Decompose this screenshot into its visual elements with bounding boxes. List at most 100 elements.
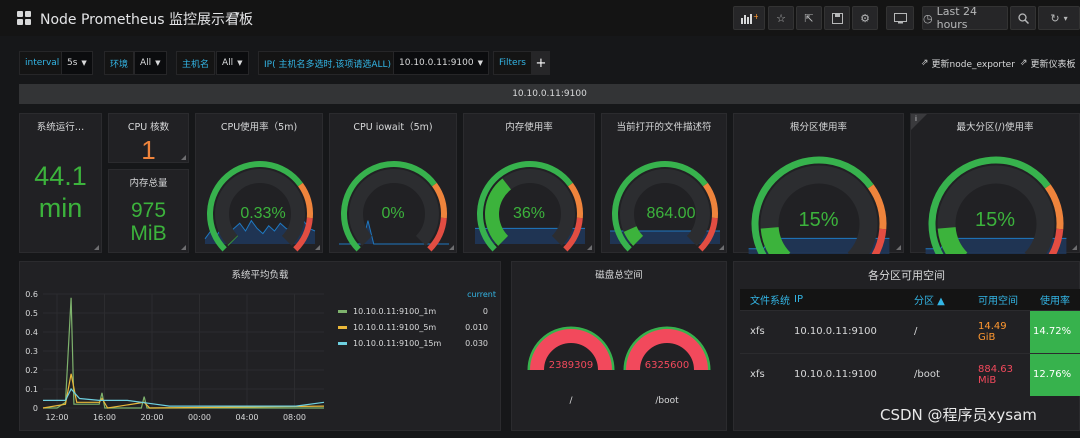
legend-item[interactable]: 10.10.0.11:9100_15m 0.030: [338, 335, 488, 351]
host-label: 主机名: [176, 51, 216, 75]
env-select[interactable]: All ▼: [134, 51, 167, 75]
update-exporter-link[interactable]: ⇗ 更新node_exporter: [921, 58, 1015, 70]
col-header-partition[interactable]: 分区 ▲: [904, 289, 968, 310]
interval-select[interactable]: 5s ▼: [61, 51, 93, 75]
top-navbar: Node Prometheus 监控展示看板 ▾ + ☆ ⇱ ⚙ ◷ Last 2…: [0, 0, 1080, 36]
gauge-value: 15%: [974, 209, 1016, 231]
gauge-value: 0%: [381, 205, 405, 222]
gauge-track: [215, 169, 305, 246]
disk-left-value: 2389309: [548, 360, 594, 371]
series-line-3: [43, 387, 325, 407]
update-dashboard-link[interactable]: ⇗ 更新仪表板: [1020, 58, 1076, 70]
gauge-threshold-red: [698, 217, 718, 252]
zoom-out-button[interactable]: [1010, 6, 1036, 30]
search-minus-icon: [1017, 12, 1029, 24]
gauge-value-arc: [937, 226, 968, 254]
y-tick-label: 0.6: [25, 290, 38, 299]
panel-title: 各分区可用空间: [868, 269, 945, 282]
cpu-iowait-panel: CPU iowait（5m) 0%: [329, 113, 457, 253]
star-icon: ☆: [776, 11, 786, 25]
partition-table: 文件系统 IP 分区 ▲ 可用空间 使用率 xfs 10.10.0.11:910…: [740, 289, 1080, 396]
fd-open-panel: 当前打开的文件描述符 864.00: [601, 113, 727, 253]
uptime-unit: min: [38, 193, 83, 223]
y-tick-label: 0.5: [25, 309, 38, 318]
refresh-icon: ↻: [1050, 11, 1060, 25]
ip-select[interactable]: 10.10.0.11:9100 ▼: [393, 51, 489, 75]
legend-name: 10.10.0.11:9100_1m: [353, 306, 437, 316]
legend-current-value: 0.030: [465, 338, 488, 348]
mem-total-value: 975: [130, 199, 167, 222]
cell-partition: /: [904, 309, 968, 353]
col-header-fs[interactable]: 文件系统: [740, 289, 792, 310]
gauge-threshold-orange: [431, 182, 447, 219]
info-icon[interactable]: i: [915, 115, 917, 123]
time-range-label: Last 24 hours: [936, 5, 978, 31]
disk-gauge-right: [626, 329, 708, 371]
col-header-ip[interactable]: IP: [792, 289, 904, 310]
add-filter-button[interactable]: +: [532, 51, 550, 75]
x-tick-label: 16:00: [93, 413, 116, 422]
watermark-text: CSDN @程序员xysam: [880, 406, 1037, 424]
cpu-usage-panel: CPU使用率（5m) 0.33%: [195, 113, 323, 253]
cell-usage: 12.76%: [1030, 352, 1080, 396]
monitor-icon: [893, 12, 907, 23]
filters-label: Filters: [493, 51, 532, 75]
x-tick-label: 08:00: [283, 413, 306, 422]
gauge-value: 15%: [798, 209, 839, 231]
share-button[interactable]: ⇱: [796, 6, 822, 30]
panel-title: CPU使用率（5m): [220, 122, 298, 133]
share-icon: ⇱: [804, 11, 814, 25]
add-panel-button[interactable]: +: [733, 6, 765, 30]
gauge-threshold-green: [751, 156, 874, 254]
legend-item[interactable]: 10.10.0.11:9100_5m 0.010: [338, 319, 488, 335]
gauge-value: 864.00: [646, 205, 696, 222]
svg-text:+: +: [753, 12, 758, 21]
cpu-usage-gauge: [204, 161, 316, 252]
gauge-threshold-red: [563, 217, 583, 252]
gauge-threshold-green: [341, 161, 437, 252]
row-header[interactable]: 10.10.0.11:9100: [19, 84, 1080, 104]
panel-title: 系统运行…: [36, 122, 85, 133]
time-picker-button[interactable]: ◷ Last 24 hours: [922, 5, 1008, 31]
save-button[interactable]: [824, 6, 850, 30]
disk-total-panel: 磁盘总空间 2389309 6325600 / /boot: [511, 261, 727, 431]
panel-title: 根分区使用率: [789, 122, 847, 133]
series-line-1: [43, 297, 324, 409]
cell-fs: xfs: [740, 309, 792, 353]
star-button[interactable]: ☆: [768, 6, 794, 30]
gauge-value-arc: [485, 178, 512, 246]
cell-ip: 10.10.0.11:9100: [792, 352, 904, 396]
host-select[interactable]: All ▼: [216, 51, 249, 75]
legend-current-value: 0.010: [465, 322, 488, 332]
chevron-down-icon[interactable]: ▾: [235, 10, 240, 20]
caret-down-icon: ▼: [81, 59, 87, 67]
legend-item[interactable]: 10.10.0.11:9100_1m 0: [338, 303, 488, 319]
mem-total-panel: 内存总量 975 MiB: [108, 169, 189, 253]
gauge-threshold-red: [871, 228, 887, 254]
settings-button[interactable]: ⚙: [852, 6, 878, 30]
tv-mode-button[interactable]: [886, 6, 914, 30]
x-tick-label: 04:00: [235, 413, 258, 422]
save-icon: [831, 12, 843, 24]
legend-swatch: [338, 325, 347, 329]
y-tick-label: 0.2: [25, 366, 38, 375]
col-header-free[interactable]: 可用空间: [968, 289, 1030, 310]
external-link-icon: ⇗: [1020, 58, 1028, 68]
mem-usage-gauge: [475, 161, 585, 252]
gauge-value-arc: [227, 235, 239, 246]
legend-swatch: [338, 309, 347, 313]
panel-title: 磁盘总空间: [595, 270, 643, 281]
col-header-usage[interactable]: 使用率: [1030, 289, 1080, 310]
panel-title: 当前打开的文件描述符: [616, 122, 712, 133]
gauge-threshold-red: [293, 217, 313, 252]
dashboard-title[interactable]: Node Prometheus 监控展示看板: [40, 12, 254, 28]
disk-right-value: 6325600: [644, 360, 690, 371]
root-usage-gauge: [748, 156, 890, 254]
panel-title: CPU 核数: [127, 122, 170, 133]
disk-gauge-left: [530, 329, 612, 371]
table-row: xfs 10.10.0.11:9100 /boot 884.63 MiB 12.7…: [740, 352, 1080, 396]
dashboard-grid-icon[interactable]: [17, 11, 31, 25]
gauge-threshold-orange: [867, 184, 887, 230]
fd-open-gauge: [610, 161, 720, 252]
refresh-button[interactable]: ↻ ▾: [1038, 6, 1080, 30]
